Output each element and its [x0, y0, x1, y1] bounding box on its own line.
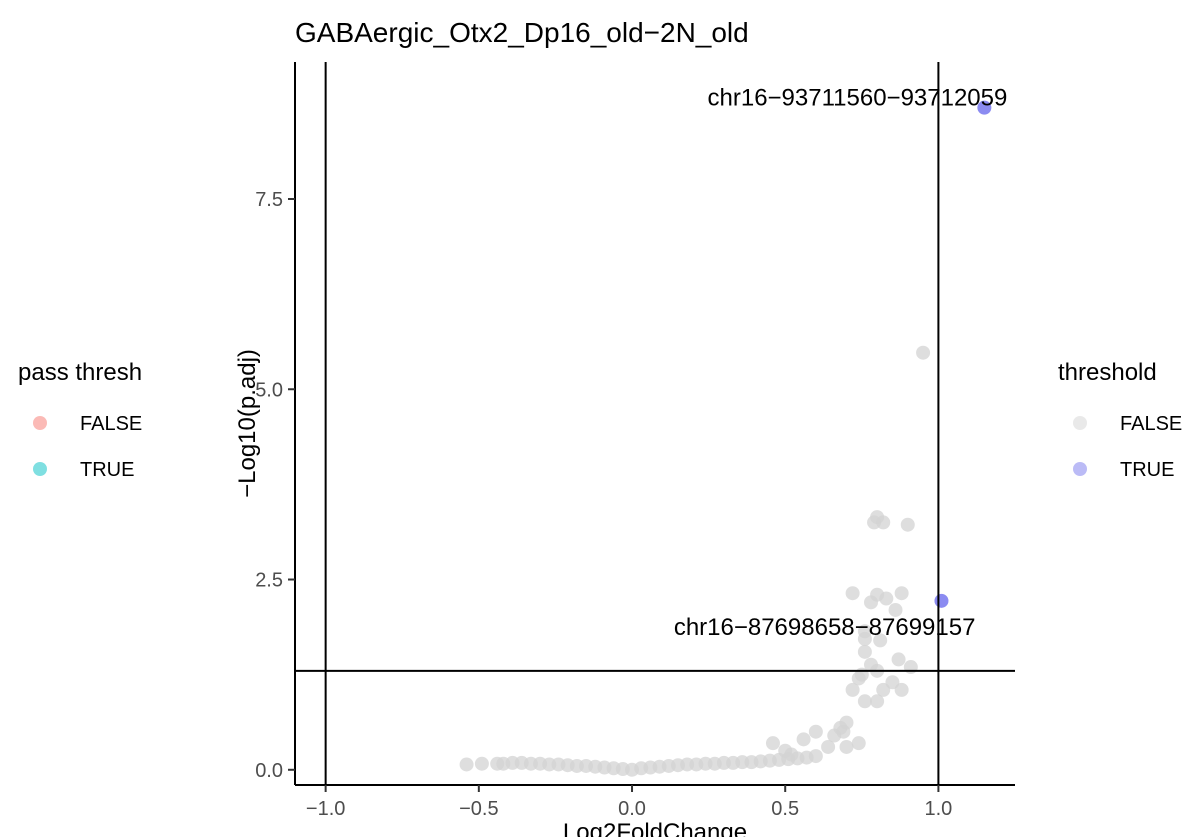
- data-point-false: [765, 736, 780, 751]
- points-layer: [459, 100, 992, 777]
- legend-title: pass thresh: [18, 359, 142, 386]
- legend-item-label: TRUE: [1120, 459, 1174, 481]
- data-point-false: [876, 515, 891, 530]
- data-point-false: [891, 652, 906, 667]
- data-point-false: [839, 739, 854, 754]
- data-point-false: [900, 517, 915, 532]
- data-point-false: [459, 757, 474, 772]
- point-annotation: chr16−93711560−93712059: [708, 85, 1008, 112]
- y-axis-label: −Log10(p.adj): [234, 349, 261, 498]
- legend-threshold: threshold FALSE TRUE: [1058, 359, 1182, 481]
- data-point-false: [474, 756, 489, 771]
- legend-key: [33, 462, 47, 476]
- data-point-false: [894, 682, 909, 697]
- data-point-false: [894, 586, 909, 601]
- data-point-false: [888, 602, 903, 617]
- data-point-false: [885, 675, 900, 690]
- legend-title: threshold: [1058, 359, 1157, 386]
- chart-title: GABAergic_Otx2_Dp16_old−2N_old: [295, 17, 749, 48]
- data-point-false: [845, 682, 860, 697]
- data-point-false: [876, 682, 891, 697]
- legend-key: [1073, 462, 1087, 476]
- data-point-false: [845, 586, 860, 601]
- data-point-false: [870, 694, 885, 709]
- data-point-false: [808, 749, 823, 764]
- data-point-false: [857, 644, 872, 659]
- y-tick-label: 5.0: [255, 379, 283, 401]
- x-tick-label: 1.0: [924, 798, 952, 820]
- data-point-true: [977, 100, 992, 115]
- data-point-false: [857, 694, 872, 709]
- data-point-false: [873, 633, 888, 648]
- x-tick-label: 0.0: [618, 798, 646, 820]
- data-point-false: [784, 747, 799, 762]
- x-tick-label: −1.0: [306, 798, 345, 820]
- data-point-false: [796, 732, 811, 747]
- data-point-false: [870, 587, 885, 602]
- legend-item-label: FALSE: [1120, 413, 1182, 435]
- legend-pass-thresh: pass thresh FALSE TRUE: [18, 359, 142, 481]
- legend-key: [1073, 416, 1087, 430]
- data-point-true: [934, 593, 949, 608]
- x-axis-label: Log2FoldChange: [563, 819, 747, 837]
- legend-key: [33, 416, 47, 430]
- x-tick-label: 0.5: [771, 798, 799, 820]
- y-tick-label: 2.5: [255, 570, 283, 592]
- data-point-false: [903, 660, 918, 675]
- legend-item-label: FALSE: [80, 413, 142, 435]
- data-point-false: [839, 715, 854, 730]
- y-tick-label: 0.0: [255, 760, 283, 782]
- data-point-false: [808, 724, 823, 739]
- annotations: chr16−93711560−93712059 chr16−87698658−87…: [674, 85, 1008, 641]
- data-point-false: [821, 739, 836, 754]
- data-point-false: [857, 624, 872, 639]
- point-annotation: chr16−87698658−87699157: [674, 614, 976, 641]
- x-tick-label: −0.5: [459, 798, 498, 820]
- x-axis-ticks: −1.0 −0.5 0.0 0.5 1.0: [306, 785, 952, 820]
- data-point-false: [851, 736, 866, 751]
- reference-lines: [295, 62, 1015, 785]
- y-tick-label: 7.5: [255, 189, 283, 211]
- y-axis-ticks: 0.0 2.5 5.0 7.5: [255, 189, 295, 782]
- legend-item-label: TRUE: [80, 459, 134, 481]
- data-point-false: [916, 345, 931, 360]
